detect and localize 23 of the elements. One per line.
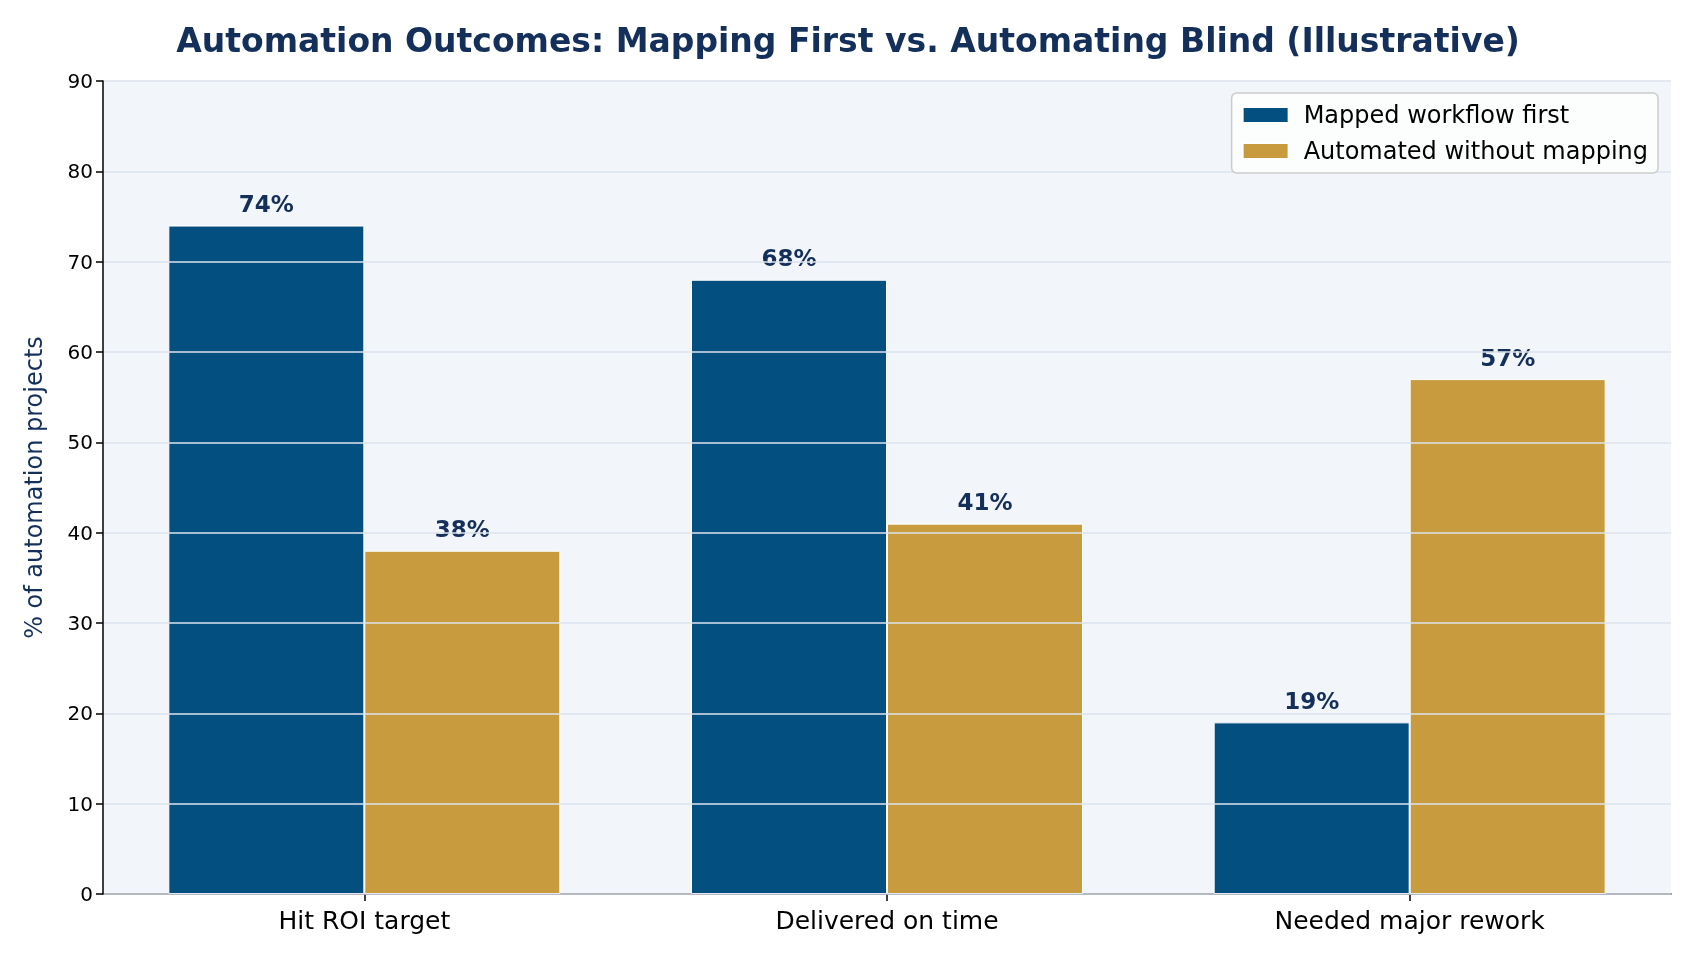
y-tick-label: 0 (80, 882, 93, 906)
y-tick-label: 50 (67, 430, 93, 455)
data-label: 57% (1480, 344, 1536, 371)
y-tick-label: 60 (67, 340, 93, 364)
legend-label: Mapped workflow first (1303, 101, 1570, 129)
y-tick-label: 80 (67, 159, 93, 184)
y-tick-label: 20 (67, 701, 93, 726)
x-tick-label: Needed major rework (1274, 906, 1546, 935)
x-tick-label: Hit ROI target (278, 906, 451, 935)
data-label: 41% (957, 489, 1013, 516)
y-tick-label: 90 (67, 69, 93, 93)
y-tick-label: 30 (67, 611, 93, 635)
data-label: 19% (1284, 687, 1340, 714)
data-label: 68% (761, 245, 817, 272)
y-tick-label: 70 (67, 249, 93, 274)
y-tick-label: 10 (67, 791, 93, 816)
x-tick-label: Delivered on time (775, 906, 999, 935)
y-tick-label: 40 (67, 520, 93, 545)
y-axis-title: % of automation projects (20, 336, 48, 639)
chart-title: Automation Outcomes: Mapping First vs. Automating Blind (Illustrative) (176, 21, 1520, 60)
data-label: 38% (434, 516, 490, 543)
legend-label: Automated without mapping (1303, 137, 1649, 165)
data-label: 74% (238, 191, 294, 218)
